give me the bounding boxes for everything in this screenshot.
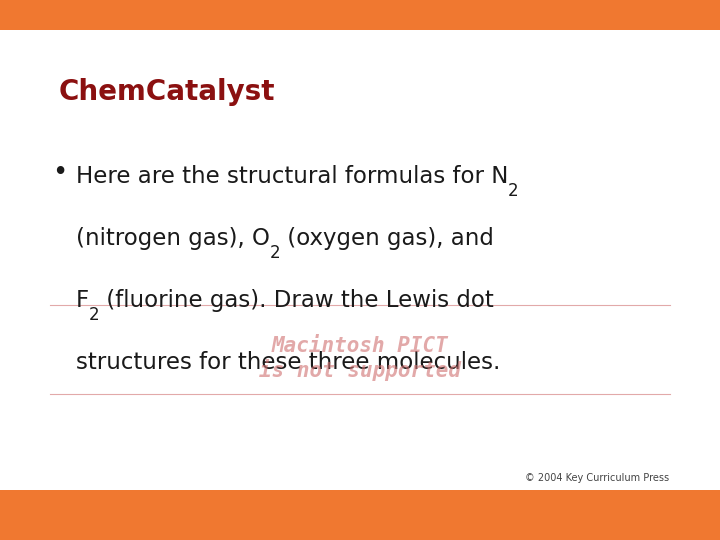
Text: 2: 2 (508, 182, 518, 200)
Text: ChemCatalyst: ChemCatalyst (59, 78, 276, 106)
Text: (nitrogen gas), O: (nitrogen gas), O (76, 227, 269, 250)
Text: is not supported: is not supported (259, 359, 461, 381)
Text: F: F (76, 289, 89, 312)
Text: ✶: ✶ (10, 506, 26, 525)
Text: •: • (52, 160, 67, 186)
Text: Macintosh PICT: Macintosh PICT (271, 335, 449, 356)
Text: ◄: ◄ (654, 509, 664, 523)
Text: 2: 2 (269, 244, 280, 262)
Bar (0, 0, 720, 30)
Text: structures for these three molecules.: structures for these three molecules. (76, 351, 500, 374)
Text: ▮◄: ▮◄ (621, 509, 639, 523)
Text: 2: 2 (89, 306, 99, 324)
Text: Here are the structural formulas for N: Here are the structural formulas for N (76, 165, 508, 188)
Bar (0, 490, 720, 540)
Text: © 2004 Key Curriculum Press: © 2004 Key Curriculum Press (526, 473, 670, 483)
Text: (oxygen gas), and: (oxygen gas), and (280, 227, 494, 250)
Text: Unit 2 • Investigation II: Unit 2 • Investigation II (518, 509, 663, 522)
Text: (fluorine gas). Draw the Lewis dot: (fluorine gas). Draw the Lewis dot (99, 289, 494, 312)
Text: LIVING BY CHEMISTRY: LIVING BY CHEMISTRY (47, 511, 150, 520)
Text: ►: ► (680, 509, 690, 523)
